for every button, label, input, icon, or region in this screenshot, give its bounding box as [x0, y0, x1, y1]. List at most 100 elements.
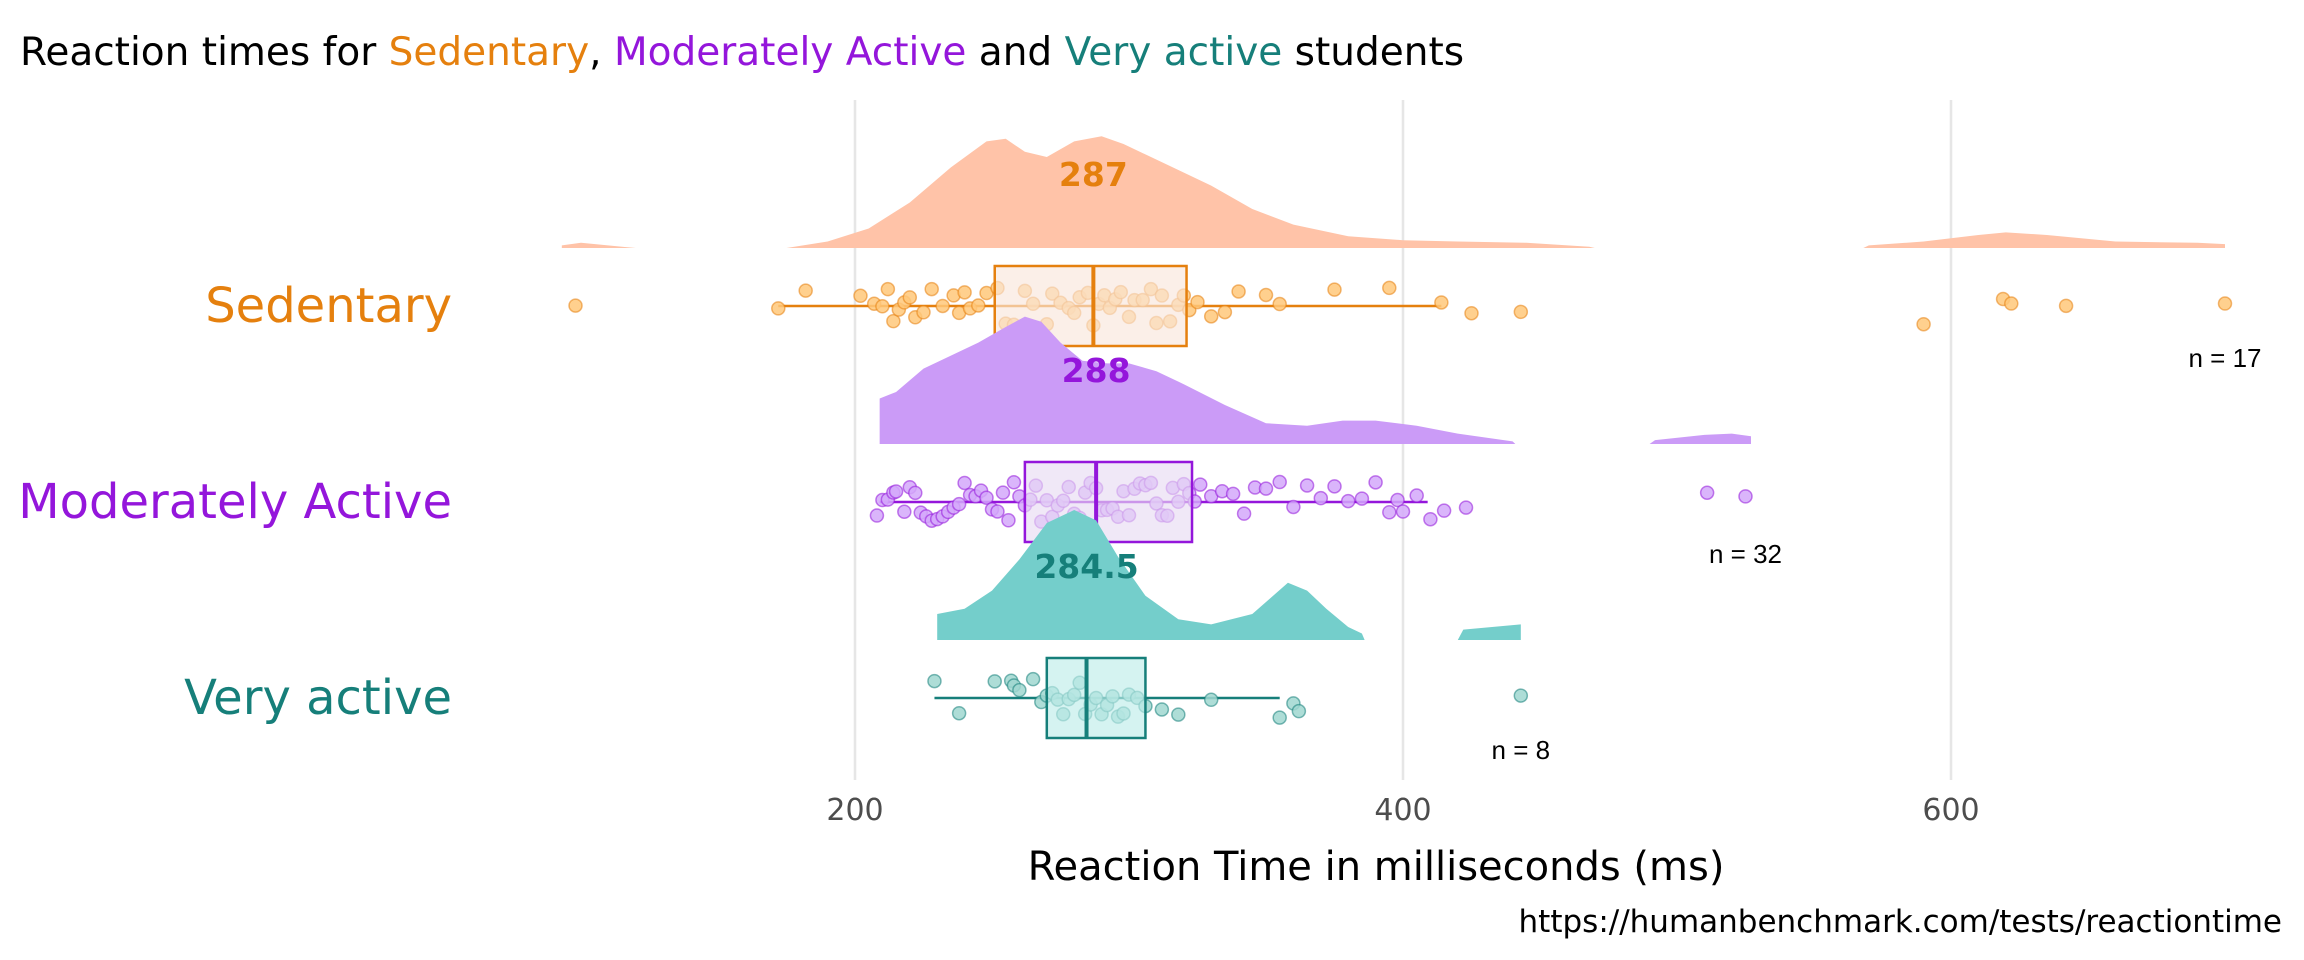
title-suffix: students — [1282, 30, 1465, 75]
data-point — [1001, 513, 1016, 528]
group-very-active: 284.5 Very active n = 8 — [184, 510, 1550, 765]
data-point — [1286, 499, 1301, 515]
x-axis-label: Reaction Time in milliseconds (ms) — [1028, 844, 1725, 890]
data-point — [1382, 505, 1397, 520]
data-point — [897, 504, 912, 519]
data-point — [1395, 504, 1411, 519]
data-point — [1154, 702, 1170, 717]
data-point — [916, 305, 931, 320]
group-label-moderately-active: Moderately Active — [18, 474, 452, 530]
data-point — [935, 298, 950, 314]
data-point — [924, 281, 939, 297]
group-moderately-active: 288 Moderately Active n = 32 — [18, 316, 1782, 569]
data-point — [990, 504, 1005, 519]
data-point — [1354, 491, 1370, 506]
data-point — [1225, 486, 1241, 502]
group-sedentary: 287 Sedentary n = 17 — [205, 136, 2262, 373]
data-point — [1272, 296, 1287, 312]
data-point — [1423, 511, 1438, 527]
data-point — [1231, 284, 1246, 299]
data-point — [1513, 304, 1529, 320]
median-label-sedentary: 287 — [1059, 155, 1128, 194]
data-point — [951, 705, 967, 721]
data-point — [995, 485, 1011, 500]
data-point — [1409, 488, 1424, 503]
data-point — [1203, 309, 1219, 324]
median-label-very-active: 284.5 — [1034, 547, 1138, 586]
data-point — [771, 301, 786, 316]
data-point — [1327, 479, 1342, 494]
data-point — [1382, 280, 1397, 296]
group-label-sedentary: Sedentary — [205, 278, 452, 334]
data-point — [2217, 296, 2233, 311]
data-point — [1171, 707, 1186, 722]
data-point — [2058, 298, 2074, 314]
title-sep2: and — [966, 30, 1065, 75]
title-sedentary: Sedentary — [388, 30, 590, 75]
data-point — [1390, 492, 1405, 508]
x-tick-label-600: 600 — [1922, 793, 1979, 828]
data-point — [1368, 475, 1383, 490]
plot-groups: 287 Sedentary n = 17 288 Moderately Active n … — [18, 136, 2262, 765]
data-point — [908, 485, 923, 501]
data-point — [1236, 506, 1252, 521]
data-point — [1340, 493, 1356, 509]
n-label-moderately-active: n = 32 — [1709, 539, 1782, 569]
data-point — [951, 496, 967, 512]
density-cloud-moderately-active — [879, 316, 1751, 444]
density-cloud-very-active — [937, 510, 1521, 640]
data-point — [888, 484, 904, 499]
data-point — [798, 283, 813, 298]
data-point — [1299, 478, 1315, 493]
density-cloud-sedentary — [561, 136, 2225, 248]
data-point — [1025, 671, 1041, 687]
data-point — [1192, 477, 1208, 492]
title-very: Very active — [1064, 30, 1283, 75]
title-sep1: , — [589, 30, 614, 75]
data-point — [1272, 474, 1287, 490]
data-point — [1190, 294, 1205, 310]
data-point — [927, 673, 942, 689]
data-point — [1327, 282, 1342, 297]
data-point — [1217, 304, 1233, 320]
chart-title: Reaction times for Sedentary, Moderately… — [20, 30, 1464, 75]
data-point — [987, 674, 1002, 689]
n-label-very-active: n = 8 — [1492, 735, 1551, 765]
n-label-sedentary: n = 17 — [2188, 343, 2261, 373]
data-point — [1012, 682, 1027, 698]
data-point — [1916, 316, 1931, 332]
title-prefix: Reaction times for — [20, 30, 389, 75]
data-point — [853, 288, 868, 304]
data-point — [1436, 503, 1452, 518]
data-point — [1006, 475, 1022, 490]
data-point — [1313, 490, 1329, 506]
x-tick-label-400: 400 — [1374, 793, 1431, 828]
source-caption: https://humanbenchmark.com/tests/reactio… — [1519, 904, 2282, 940]
data-point — [1738, 489, 1753, 504]
data-point — [902, 290, 918, 305]
data-point — [957, 285, 972, 300]
median-label-moderately-active: 288 — [1062, 351, 1131, 390]
data-point — [568, 298, 583, 313]
data-point — [957, 475, 972, 491]
data-point — [1699, 485, 1715, 500]
x-tick-label-200: 200 — [826, 793, 883, 828]
data-point — [880, 281, 896, 297]
data-point — [2004, 296, 2019, 311]
data-point — [1464, 305, 1479, 321]
data-point — [1513, 688, 1529, 703]
data-point — [979, 490, 994, 505]
group-label-very-active: Very active — [184, 670, 452, 726]
x-axis: 200 400 600 — [826, 793, 1979, 828]
data-point — [1272, 710, 1287, 725]
data-point — [1203, 692, 1219, 708]
data-point — [875, 299, 890, 314]
title-moderate: Moderately Active — [613, 30, 967, 75]
box-very-active — [1045, 656, 1147, 740]
data-point — [1434, 295, 1449, 310]
data-point — [869, 508, 885, 523]
data-point — [886, 313, 901, 329]
data-point — [1291, 703, 1307, 719]
data-point — [971, 298, 986, 313]
